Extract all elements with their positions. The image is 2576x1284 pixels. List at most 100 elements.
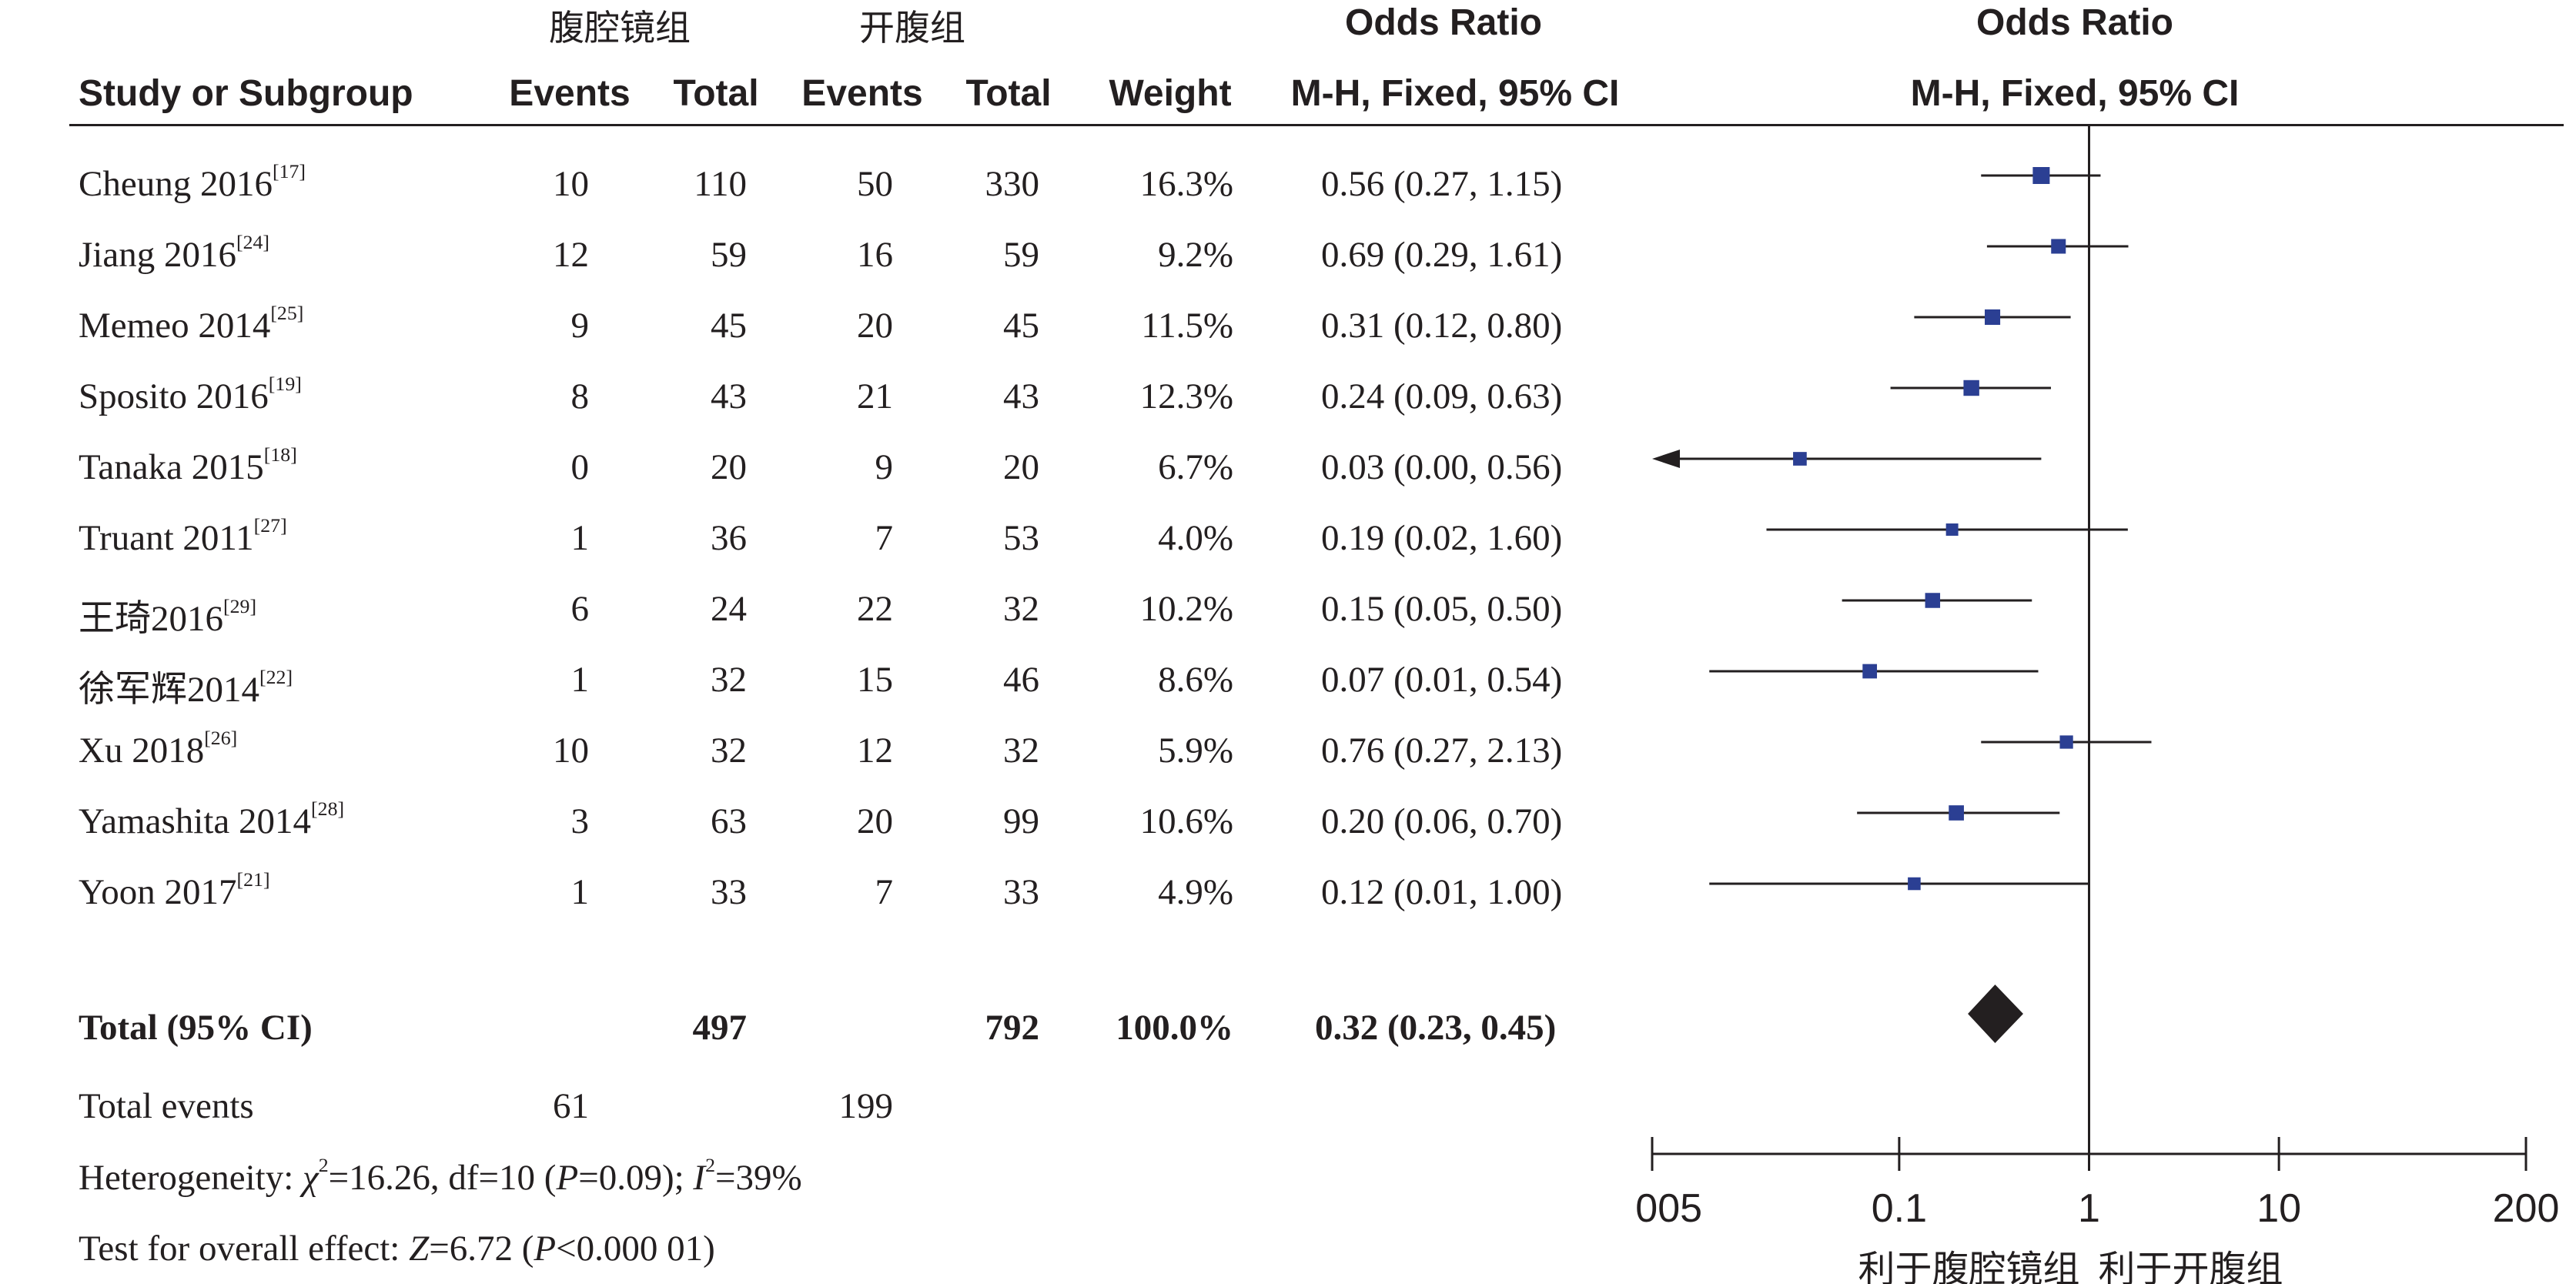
- total-group2: 43: [1003, 376, 1039, 416]
- events-group1: 1: [570, 660, 590, 700]
- total-events-group1: 61: [553, 1086, 589, 1126]
- study-name-cell: Memeo 2014[25]: [79, 303, 303, 346]
- study-effect-marker: [2032, 167, 2050, 184]
- total-events-label: Total events: [79, 1086, 254, 1126]
- events-group2: 22: [857, 589, 893, 629]
- weight-value: 5.9%: [1158, 731, 1233, 771]
- total-group1: 32: [711, 660, 747, 700]
- study-name: Tanaka 2015: [79, 447, 264, 487]
- weight-value: 4.0%: [1158, 518, 1233, 558]
- total-group2: 46: [1003, 660, 1039, 700]
- events-group2: 20: [857, 801, 893, 841]
- study-name-cell: Yamashita 2014[28]: [79, 798, 344, 842]
- z-symbol: Z: [409, 1229, 430, 1269]
- weight-value: 11.5%: [1141, 306, 1233, 346]
- ci-text: 0.24 (0.09, 0.63): [1321, 376, 1563, 416]
- events-group1: 10: [553, 164, 589, 204]
- ci-text: 0.15 (0.05, 0.50): [1321, 589, 1563, 629]
- heterogeneity-text: Heterogeneity: χ2=16.26, df=10 (P=0.09);…: [79, 1153, 802, 1198]
- study-effect-marker: [1985, 309, 2001, 326]
- i-square-symbol: I: [693, 1158, 706, 1198]
- study-effect-marker: [1949, 805, 1964, 821]
- study-effect-marker: [2051, 239, 2066, 254]
- events-group2: 20: [857, 306, 893, 346]
- total-group1: 59: [711, 235, 747, 275]
- total-group2: 330: [985, 164, 1040, 204]
- total-group1: 36: [711, 518, 747, 558]
- events-group1: 6: [570, 589, 590, 629]
- chi-square-value: =16.26, df=10 (: [328, 1158, 557, 1198]
- z-value: =6.72 (: [429, 1229, 534, 1269]
- events-group2: 21: [857, 376, 893, 416]
- study-effect-marker: [1793, 452, 1807, 466]
- ci-text: 0.56 (0.27, 1.15): [1321, 164, 1563, 204]
- study-reference: [28]: [311, 797, 345, 820]
- study-reference: [18]: [263, 443, 297, 466]
- study-reference: [24]: [236, 230, 270, 253]
- odds-ratio-plot-header: Odds Ratio: [1975, 2, 2173, 43]
- events-group2: 15: [857, 660, 893, 700]
- events-group2: 7: [875, 518, 894, 558]
- total-group1: 20: [711, 447, 747, 487]
- events-group1: 1: [570, 518, 590, 558]
- total-n-group2: 792: [985, 1008, 1040, 1048]
- events-group1: 3: [570, 801, 590, 841]
- ci-truncation-arrow: [1652, 450, 1680, 468]
- events-group2: 50: [857, 164, 893, 204]
- study-name: Yamashita 2014: [79, 801, 312, 841]
- study-reference: [17]: [272, 159, 306, 182]
- total-group1: 110: [694, 164, 747, 204]
- total-group1: 63: [711, 801, 747, 841]
- x-axis-tick-label: 200: [2493, 1186, 2560, 1231]
- favours-right-label: 利于开腹组: [2099, 1248, 2283, 1284]
- study-reference: [21]: [236, 868, 270, 891]
- total-group2: 45: [1003, 306, 1039, 346]
- study-effect-marker: [1908, 877, 1921, 891]
- ci-text: 0.20 (0.06, 0.70): [1321, 801, 1563, 841]
- events-group1: 1: [570, 872, 590, 912]
- x-axis-tick-label: 0.1: [1872, 1186, 1927, 1231]
- study-effect-marker: [1925, 593, 1941, 608]
- heterogeneity-p-symbol: P: [556, 1158, 579, 1198]
- events-group2: 9: [875, 447, 894, 487]
- total-column-header-2: Total: [965, 73, 1052, 114]
- weight-value: 9.2%: [1158, 235, 1233, 275]
- weight-value: 10.2%: [1139, 589, 1233, 629]
- study-name: Memeo 2014: [79, 306, 271, 346]
- events-group1: 0: [570, 447, 590, 487]
- group2-header: 开腹组: [859, 7, 965, 48]
- ci-text: 0.76 (0.27, 2.13): [1321, 731, 1563, 771]
- events-column-header-2: Events: [801, 73, 923, 114]
- study-name-cell: Cheung 2016[17]: [79, 159, 306, 205]
- events-group1: 12: [553, 235, 589, 275]
- total-group2: 59: [1003, 235, 1039, 275]
- total-group2: 53: [1003, 518, 1039, 558]
- weight-value: 10.6%: [1139, 801, 1233, 841]
- total-events-group2: 199: [838, 1086, 894, 1126]
- study-effect-marker: [1862, 664, 1878, 679]
- study-reference: [27]: [253, 513, 287, 537]
- weight-value: 8.6%: [1158, 660, 1233, 700]
- total-group2: 32: [1003, 589, 1039, 629]
- heterogeneity-prefix: Heterogeneity:: [79, 1158, 303, 1198]
- ci-text: 0.31 (0.12, 0.80): [1321, 306, 1563, 346]
- total-group1: 45: [711, 306, 747, 346]
- ci-text: 0.19 (0.02, 1.60): [1321, 518, 1563, 558]
- weight-value: 4.9%: [1158, 872, 1233, 912]
- study-name-cell: Sposito 2016[19]: [79, 372, 302, 417]
- study-name: Jiang 2016: [79, 235, 236, 275]
- study-effect-marker: [2059, 735, 2073, 749]
- group1-header: 腹腔镜组: [549, 7, 691, 48]
- weight-column-header: Weight: [1109, 73, 1232, 114]
- total-group1: 24: [711, 589, 747, 629]
- study-column-header: Study or Subgroup: [79, 73, 413, 114]
- header-rule: [69, 124, 2564, 126]
- study-reference: [19]: [268, 372, 302, 395]
- weight-value: 16.3%: [1139, 164, 1233, 204]
- total-ci-text: 0.32 (0.23, 0.45): [1315, 1008, 1557, 1048]
- events-group2: 7: [875, 872, 894, 912]
- chi-square-symbol: χ: [303, 1158, 319, 1198]
- study-effect-marker: [1945, 523, 1959, 536]
- ci-text: 0.07 (0.01, 0.54): [1321, 660, 1563, 700]
- events-group1: 8: [570, 376, 590, 416]
